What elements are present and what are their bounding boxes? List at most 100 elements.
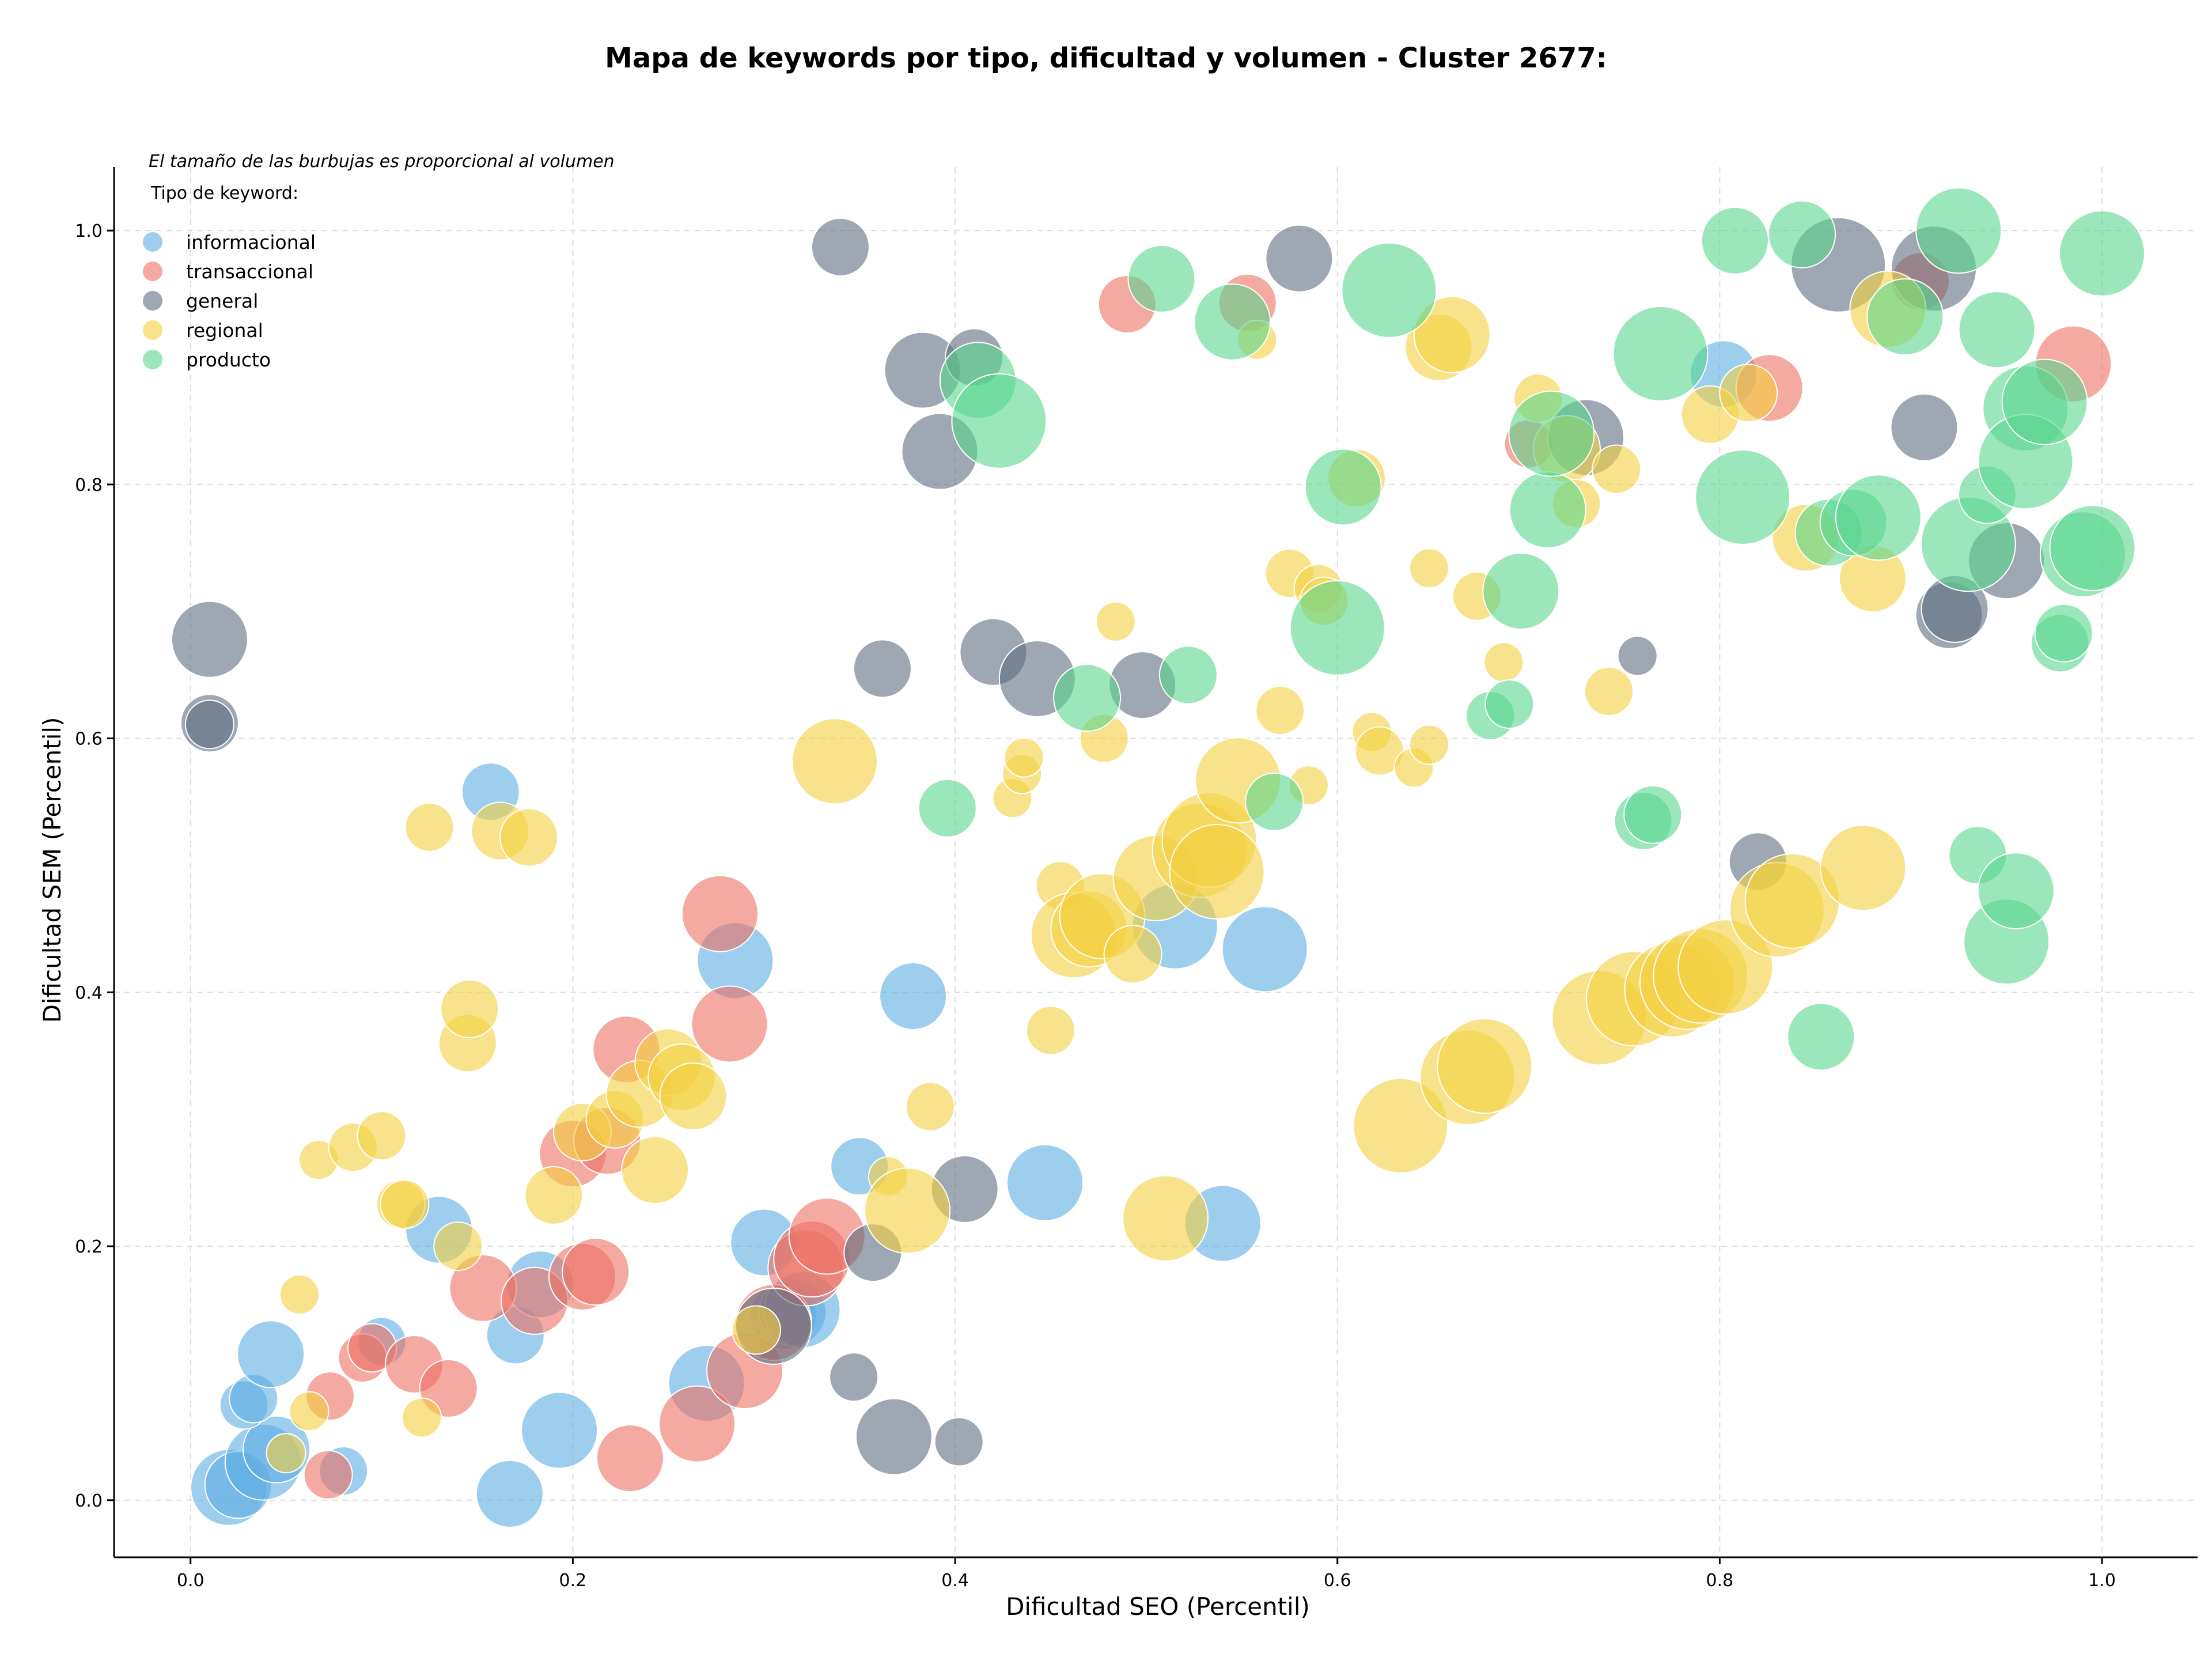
point-general	[1617, 635, 1658, 676]
y-tick-label: 1.0	[75, 221, 103, 241]
legend-note: El tamaño de las burbujas es proporciona…	[149, 152, 615, 172]
x-tick-label: 0.4	[941, 1571, 969, 1591]
point-regional	[1122, 1175, 1209, 1262]
point-regional	[1003, 737, 1044, 778]
point-regional	[1103, 925, 1162, 984]
point-regional	[433, 1221, 483, 1272]
point-regional	[380, 1179, 430, 1229]
data-points	[171, 187, 2146, 1528]
point-regional	[1095, 601, 1136, 642]
point-general	[184, 699, 234, 750]
legend-marker-informacional	[142, 231, 164, 253]
point-informacional	[879, 962, 948, 1030]
point-regional	[266, 1433, 306, 1474]
point-producto	[1245, 772, 1304, 831]
y-tick-label: 0.4	[75, 983, 103, 1003]
point-producto	[1508, 390, 1595, 477]
point-producto	[1482, 553, 1560, 630]
point-regional	[864, 1167, 951, 1254]
point-regional	[402, 1397, 442, 1438]
point-general	[829, 1352, 879, 1402]
legend-marker-producto	[142, 349, 164, 370]
point-general	[1265, 224, 1334, 293]
y-tick-label: 0.8	[75, 475, 103, 495]
point-informacional	[521, 1391, 599, 1469]
point-regional	[731, 1305, 781, 1355]
point-regional	[1025, 1005, 1075, 1055]
point-transaccional	[303, 1450, 353, 1500]
point-producto	[1304, 448, 1382, 526]
point-regional	[1413, 296, 1491, 373]
point-transaccional	[562, 1238, 630, 1306]
legend-marker-regional	[142, 319, 164, 341]
point-regional	[289, 1391, 329, 1432]
legend-marker-general	[142, 290, 164, 312]
point-producto	[1158, 645, 1218, 705]
legend-label-producto: producto	[186, 349, 271, 371]
point-producto	[2001, 358, 2088, 445]
series-producto	[918, 187, 2146, 1071]
point-producto	[1127, 244, 1196, 313]
point-regional	[440, 979, 499, 1039]
x-tick-label: 1.0	[2088, 1571, 2116, 1591]
point-regional	[499, 808, 559, 867]
point-regional	[791, 718, 878, 805]
point-general	[171, 600, 248, 678]
point-informacional	[1006, 1144, 1084, 1221]
point-producto	[2034, 603, 2093, 663]
point-regional	[1584, 667, 1634, 717]
point-producto	[1787, 1002, 1855, 1071]
point-producto	[1768, 200, 1836, 268]
point-producto	[1612, 305, 1709, 402]
point-regional	[1353, 1077, 1449, 1174]
point-regional	[1820, 824, 1907, 911]
legend-items: informacional transaccional general regiona…	[142, 231, 316, 371]
point-producto	[1194, 283, 1271, 361]
x-tick-label: 0.6	[1324, 1571, 1351, 1591]
legend-label-regional: regional	[186, 319, 263, 342]
x-tick-label: 0.0	[177, 1571, 204, 1591]
legend-title: Tipo de keyword:	[150, 183, 298, 203]
point-regional	[1719, 364, 1778, 423]
point-general	[810, 217, 870, 277]
ticks: 0.0 0.2 0.4 0.6 0.8 1.0 0.0 0.2 0.4 0.6 0.8 1.0	[75, 221, 2116, 1591]
point-regional	[1409, 548, 1450, 589]
point-informacional	[1221, 906, 1308, 993]
point-regional	[524, 1166, 584, 1225]
y-tick-label: 0.0	[75, 1491, 103, 1511]
point-transaccional	[691, 985, 768, 1063]
y-tick-label: 0.6	[75, 729, 103, 750]
point-regional	[1483, 642, 1524, 683]
point-producto	[1053, 664, 1122, 732]
point-regional	[621, 1136, 690, 1204]
point-producto	[1835, 474, 1922, 561]
point-general	[934, 1417, 984, 1467]
point-regional	[1592, 444, 1642, 494]
legend-label-general: general	[186, 290, 258, 312]
point-transaccional	[681, 875, 759, 952]
point-regional	[279, 1274, 320, 1315]
point-transaccional	[658, 1385, 736, 1463]
point-producto	[918, 778, 977, 838]
point-producto	[1958, 291, 2036, 369]
point-regional	[1409, 724, 1450, 765]
axes	[113, 167, 2198, 1558]
point-producto	[1623, 785, 1683, 844]
point-producto	[1695, 449, 1791, 545]
x-axis-label: Dificultad SEO (Percentil)	[1006, 1592, 1310, 1621]
point-producto	[2059, 210, 2146, 297]
point-transaccional	[596, 1424, 664, 1493]
legend-label-informacional: informacional	[186, 231, 316, 253]
point-regional	[1437, 1018, 1533, 1114]
point-regional	[905, 1081, 955, 1132]
point-producto	[1977, 852, 2055, 930]
point-general	[1890, 393, 1959, 461]
x-tick-label: 0.2	[559, 1571, 587, 1591]
legend: El tamaño de las burbujas es proporciona…	[142, 152, 615, 371]
point-informacional	[237, 1320, 305, 1388]
y-tick-label: 0.2	[75, 1237, 103, 1257]
point-informacional	[475, 1459, 544, 1528]
point-producto	[1509, 471, 1586, 548]
point-producto	[1484, 679, 1535, 729]
